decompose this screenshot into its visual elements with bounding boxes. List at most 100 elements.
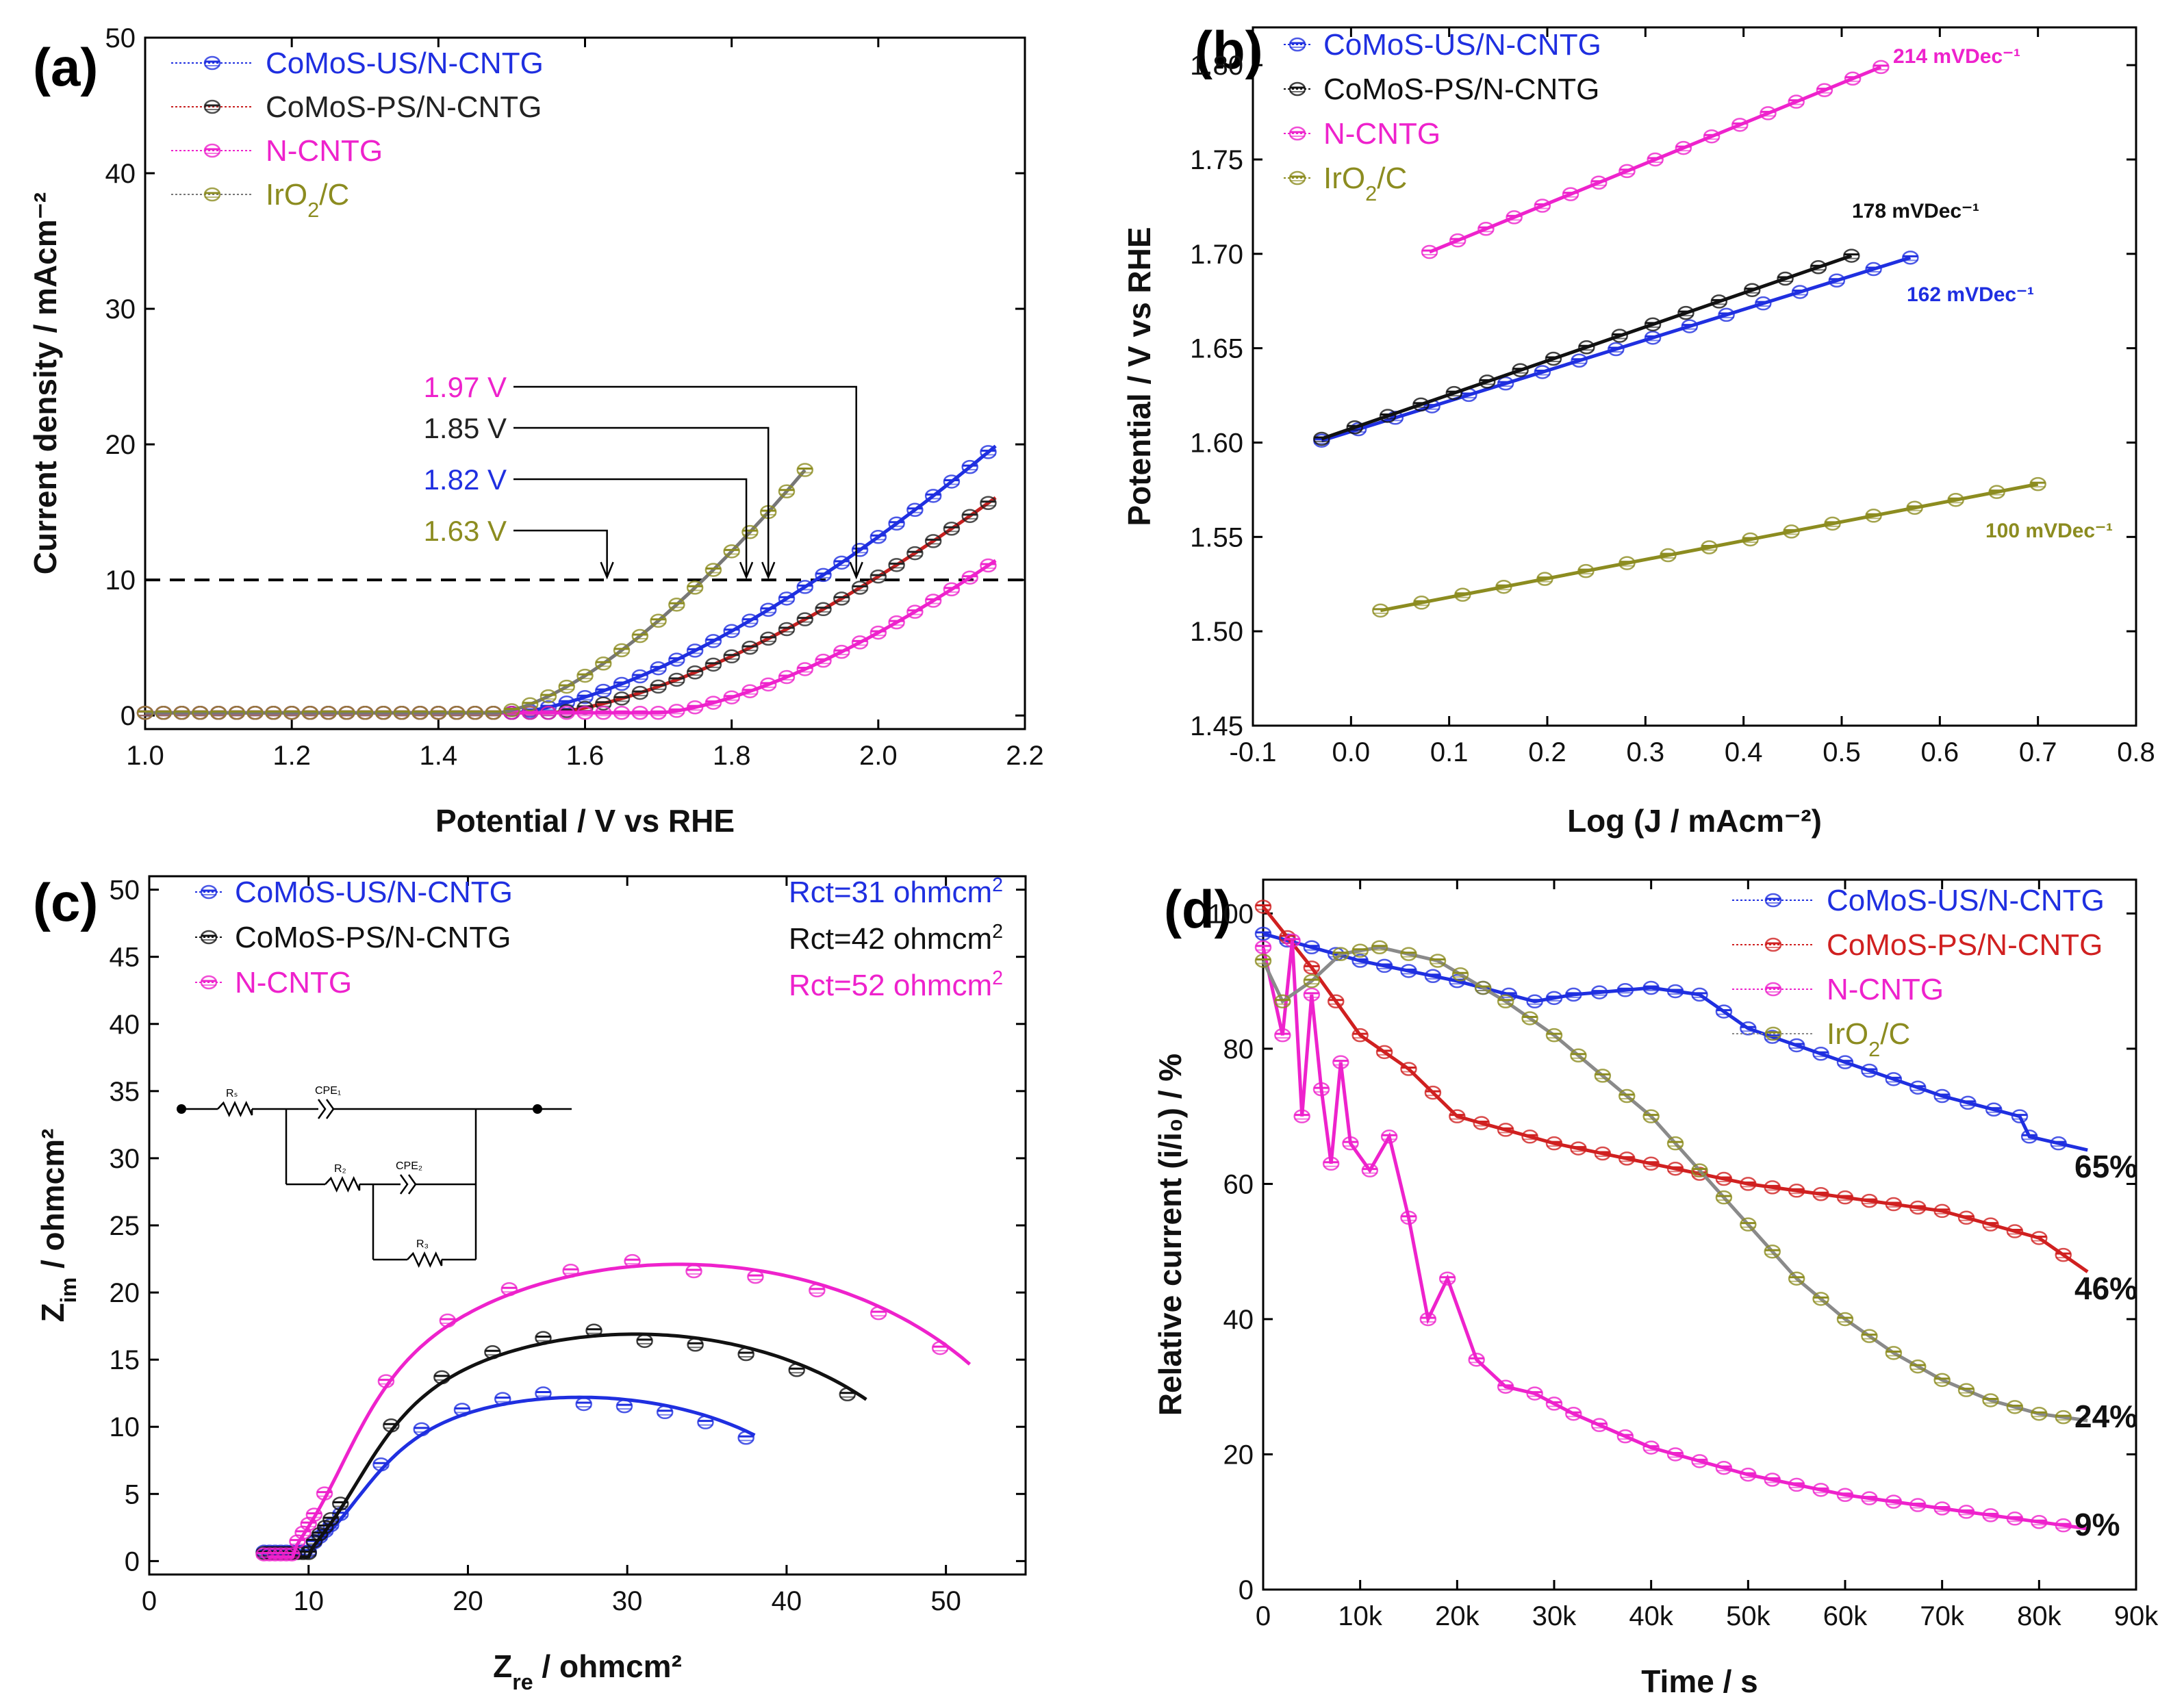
data-point (283, 705, 301, 720)
marker-ring (1691, 1454, 1708, 1468)
data-point (1419, 1312, 1437, 1327)
data-point (741, 684, 759, 698)
y-axis-title: Current density / mAcm⁻² (27, 192, 63, 575)
data-point (1254, 900, 1272, 914)
legend-marker (203, 99, 221, 114)
data-point (906, 546, 924, 561)
x-axis-title: Log (J / mAcm⁻²) (1567, 803, 1822, 839)
y-tick-label: 30 (105, 294, 136, 324)
marker-ring (1764, 1180, 1781, 1195)
marker-ring (1473, 1116, 1490, 1130)
panel-label: (c) (33, 872, 98, 932)
marker-ring (246, 705, 264, 720)
data-point (1328, 994, 1345, 1009)
marker-ring (685, 1264, 702, 1279)
data-point (1449, 1109, 1466, 1123)
data-point (1274, 994, 1291, 1009)
data-point (1616, 1429, 1634, 1444)
data-point (539, 705, 557, 720)
data-point (1933, 1501, 1951, 1516)
data-point (1812, 1483, 1829, 1497)
data-point (1521, 1011, 1538, 1025)
marker-ring (1445, 385, 1463, 400)
marker-ring (1400, 1062, 1417, 1076)
data-point (613, 705, 631, 720)
marker-ring (1644, 331, 1662, 345)
data-point (1885, 1346, 1903, 1360)
marker-ring (1254, 900, 1272, 914)
data-point (1497, 994, 1514, 1009)
marker-ring (1618, 1151, 1636, 1166)
marker-ring (1755, 296, 1772, 311)
data-point (1618, 1151, 1636, 1166)
marker-ring (1865, 262, 1882, 277)
y-tick-label: 45 (110, 943, 140, 973)
data-point (1332, 1055, 1349, 1069)
marker-ring (277, 1547, 295, 1562)
y-tick-label: 20 (1223, 1440, 1254, 1470)
data-point (535, 1331, 552, 1345)
marker-ring (173, 705, 190, 720)
data-point (697, 1415, 714, 1429)
data-point (741, 524, 759, 539)
data-point (2006, 1512, 2024, 1526)
marker-ring (1933, 1088, 1951, 1104)
marker-ring (809, 1283, 826, 1298)
marker-ring (539, 705, 557, 720)
data-point (788, 1363, 805, 1377)
data-point (888, 558, 905, 572)
data-point (1982, 1393, 1999, 1407)
marker-ring (1254, 954, 1272, 968)
marker-ring (1933, 1501, 1951, 1516)
data-point (1451, 967, 1469, 982)
marker-ring (1594, 1069, 1612, 1083)
marker-ring (1449, 233, 1467, 248)
data-point (737, 1430, 754, 1445)
data-point (1957, 1210, 1975, 1225)
marker-ring (1616, 983, 1634, 997)
data-point (686, 581, 704, 595)
marker-ring (1590, 985, 1608, 999)
marker-ring (697, 1415, 714, 1429)
data-point (704, 563, 722, 577)
series-IrO2/C (136, 463, 813, 720)
marker-ring (1526, 994, 1543, 1009)
data-point (1666, 1136, 1684, 1151)
series-line (1262, 905, 2089, 1273)
marker-ring (1718, 307, 1735, 322)
marker-ring (1764, 1244, 1781, 1259)
annotation-label: 1.97 V (424, 371, 507, 403)
data-point (1351, 1028, 1369, 1043)
data-point (430, 705, 447, 720)
data-point (980, 445, 997, 459)
plot-frame (1262, 878, 2137, 1591)
data-point (1666, 1447, 1684, 1462)
data-point (1788, 1038, 1805, 1053)
marker-ring (1424, 1085, 1442, 1100)
data-point (301, 705, 319, 720)
data-point (723, 544, 740, 559)
data-point (737, 1347, 754, 1362)
legend-label: CoMoS-PS/N-CNTG (235, 921, 511, 954)
marker-ring (778, 622, 796, 637)
data-point (1909, 1080, 1927, 1095)
x-tick-label: 90k (2114, 1601, 2159, 1631)
data-point (1570, 1048, 1587, 1063)
data-point (1351, 943, 1369, 958)
marker-ring (1740, 1217, 1757, 1232)
marker-ring (372, 1457, 390, 1472)
data-point (1303, 940, 1321, 955)
data-point (316, 1486, 333, 1501)
data-point (759, 602, 777, 617)
fit-curve (268, 1395, 756, 1559)
data-point (283, 1547, 301, 1562)
data-point (136, 705, 154, 720)
marker-ring (1477, 222, 1495, 236)
marker-ring (668, 672, 685, 687)
x-tick-label: 1.2 (272, 741, 311, 771)
marker-ring (411, 705, 429, 720)
data-point (1570, 1141, 1587, 1156)
data-point (704, 657, 722, 672)
data-point (1565, 1406, 1582, 1421)
marker-ring (1288, 81, 1306, 97)
